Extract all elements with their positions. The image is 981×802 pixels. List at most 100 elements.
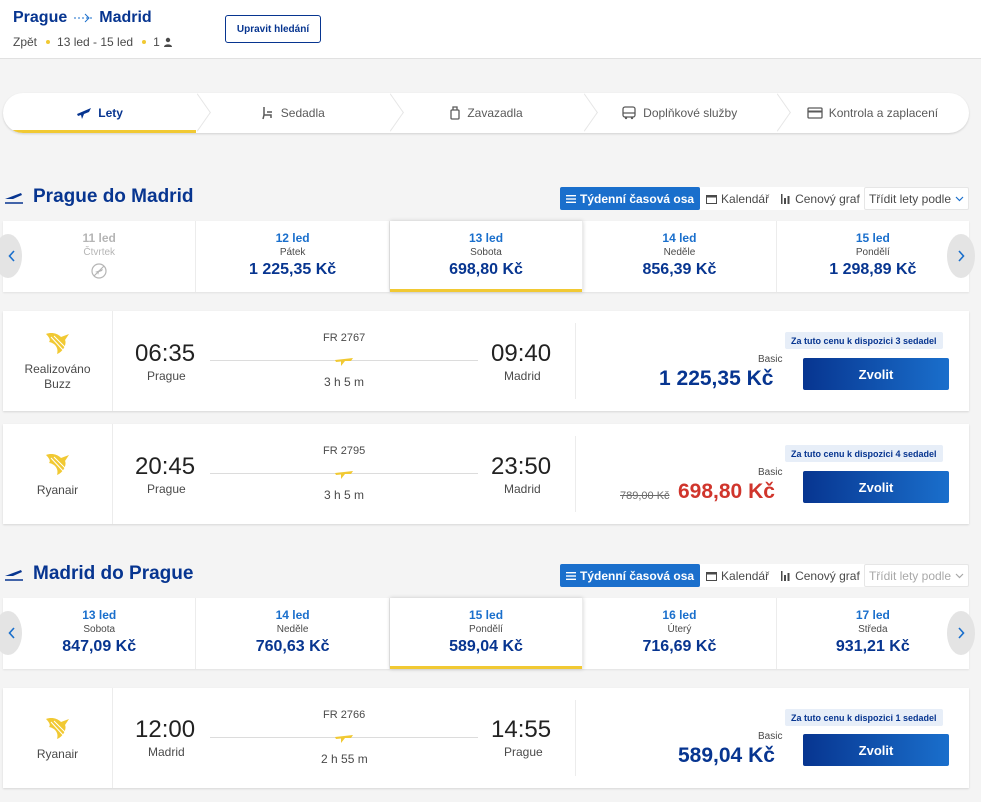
date-label: 17 led <box>855 608 890 622</box>
weekday-label: Pátek <box>279 247 306 258</box>
departure-time: 12:00 <box>135 716 196 743</box>
date-price: 1 225,35 Kč <box>249 261 337 278</box>
arrival-time: 09:40 <box>491 340 552 367</box>
tab-label: Týdenní časová osa <box>580 191 695 206</box>
step-flights[interactable]: Lety <box>3 93 197 133</box>
carrier-name: Ryanair <box>36 482 79 497</box>
calendar-tab[interactable]: Kalendář <box>700 187 776 210</box>
trip-dates: 13 led - 15 led <box>57 35 134 49</box>
departure-plane-icon <box>4 567 24 581</box>
date-price: 931,21 Kč <box>835 638 910 655</box>
sort-flights-dropdown[interactable]: Třídit lety podle <box>864 564 969 587</box>
date-option[interactable]: 17 led Středa 931,21 Kč <box>777 598 969 669</box>
departure-city: Madrid <box>148 745 185 759</box>
price-chart-tab[interactable]: Cenový graf <box>775 564 866 587</box>
top-bar: Prague Madrid Zpět 13 led - 15 led 1 Upr… <box>0 0 981 59</box>
weekly-timeline-tab[interactable]: Týdenní časová osa <box>560 564 701 587</box>
section-title-text: Madrid do Prague <box>33 563 194 584</box>
step-label: Doplňkové služby <box>643 106 738 120</box>
date-option[interactable]: 16 led Úterý 716,69 Kč <box>583 598 777 669</box>
trip-summary: Zpět 13 led - 15 led 1 <box>13 35 173 49</box>
calendar-tab[interactable]: Kalendář <box>700 564 776 587</box>
date-option: 11 led Čtvrtek <box>3 221 197 292</box>
flight-duration: 2 h 55 m <box>321 752 368 766</box>
date-price: 760,63 Kč <box>255 638 330 655</box>
inbound-prev-dates-button[interactable] <box>0 611 22 655</box>
weekday-label: Pondělí <box>855 247 890 258</box>
date-label: 14 led <box>275 608 310 622</box>
flight-number: FR 2767 <box>323 332 366 344</box>
edit-search-button[interactable]: Upravit hledání <box>225 15 321 43</box>
menu-icon <box>566 571 576 580</box>
flight-card: Ryanair 20:45 Prague FR 2795 3 h 5 m 23:… <box>3 424 969 524</box>
step-extras[interactable]: Doplňkové služby <box>583 93 776 133</box>
separator-dot <box>46 40 51 44</box>
price-chart-tab[interactable]: Cenový graf <box>775 187 866 210</box>
outbound-date-strip: 11 led Čtvrtek 12 led Pátek 1 225,35 Kč … <box>3 221 969 292</box>
route-title: Prague Madrid <box>13 9 152 27</box>
flight-number: FR 2766 <box>323 709 366 721</box>
select-flight-button[interactable]: Zvolit <box>803 734 949 766</box>
menu-icon <box>566 194 576 203</box>
step-seats[interactable]: Sedadla <box>196 93 389 133</box>
inbound-next-dates-button[interactable] <box>947 611 975 655</box>
outbound-prev-dates-button[interactable] <box>0 234 22 278</box>
divider <box>575 436 576 512</box>
tab-label: Kalendář <box>721 191 770 206</box>
flight-duration: 3 h 5 m <box>324 488 365 502</box>
step-checkout[interactable]: Kontrola a zaplacení <box>776 93 969 133</box>
flight-card: Ryanair 12:00 Madrid FR 2766 2 h 55 m 14… <box>3 688 969 788</box>
weekday-label: Středa <box>858 624 888 635</box>
chevron-down-icon <box>955 573 964 579</box>
inbound-date-strip: 13 led Sobota 847,09 Kč 14 led Neděle 76… <box>3 598 969 669</box>
tab-label: Kalendář <box>721 568 770 583</box>
separator-dot <box>142 40 147 44</box>
date-price: 698,80 Kč <box>449 261 523 278</box>
plane-icon <box>76 106 92 120</box>
plane-icon <box>334 730 354 749</box>
booking-steps: Lety Sedadla Zavazadla Doplňkové služby … <box>3 93 969 133</box>
weekday-label: Neděle <box>663 247 696 258</box>
calendar-icon <box>706 194 718 204</box>
date-option[interactable]: 14 led Neděle 856,39 Kč <box>583 221 777 292</box>
date-label: 15 led <box>469 608 504 622</box>
date-option[interactable]: 14 led Neděle 760,63 Kč <box>196 598 390 669</box>
carrier-name: Ryanair <box>36 746 79 761</box>
arrival-city: Madrid <box>504 482 541 496</box>
carrier-info: Ryanair <box>3 688 113 788</box>
original-price: 789,00 Kč <box>620 490 670 502</box>
date-label: 16 led <box>662 608 697 622</box>
tab-label: Cenový graf <box>795 568 860 583</box>
date-option-selected[interactable]: 15 led Pondělí 589,04 Kč <box>389 598 584 669</box>
seat-availability-badge: Za tuto cenu k dispozici 1 sedadel <box>785 709 943 726</box>
weekday-label: Čtvrtek <box>83 247 116 258</box>
luggage-icon <box>449 106 461 120</box>
select-flight-button[interactable]: Zvolit <box>803 358 949 390</box>
tab-label: Týdenní časová osa <box>580 568 695 583</box>
arrival-city: Madrid <box>504 369 541 383</box>
departure-city: Prague <box>147 369 186 383</box>
fare-type: Basic <box>758 731 783 742</box>
card-icon <box>807 107 823 119</box>
carrier-info: Realizováno Buzz <box>3 311 113 411</box>
chevron-down-icon <box>955 196 964 202</box>
select-flight-button[interactable]: Zvolit <box>803 471 949 503</box>
inbound-view-tabs: Týdenní časová osa Kalendář Cenový graf <box>560 564 866 587</box>
sort-flights-dropdown[interactable]: Třídit lety podle <box>864 187 969 210</box>
date-option-selected[interactable]: 13 led Sobota 698,80 Kč <box>389 221 584 292</box>
section-title-text: Prague do Madrid <box>33 186 194 207</box>
date-price: 847,09 Kč <box>62 638 137 655</box>
date-option[interactable]: 15 led Pondělí 1 298,89 Kč <box>777 221 969 292</box>
weekly-timeline-tab[interactable]: Týdenní časová osa <box>560 187 701 210</box>
date-option[interactable]: 12 led Pátek 1 225,35 Kč <box>196 221 390 292</box>
date-label: 13 led <box>82 608 117 622</box>
outbound-next-dates-button[interactable] <box>947 234 975 278</box>
bar-chart-icon <box>781 570 791 581</box>
calendar-icon <box>706 571 718 581</box>
outbound-section-title: Prague do Madrid <box>4 186 193 208</box>
date-option[interactable]: 13 led Sobota 847,09 Kč <box>3 598 197 669</box>
seat-icon <box>261 106 275 120</box>
inbound-section-title: Madrid do Prague <box>4 563 193 585</box>
departure-plane-icon <box>4 190 24 204</box>
step-luggage[interactable]: Zavazadla <box>389 93 582 133</box>
